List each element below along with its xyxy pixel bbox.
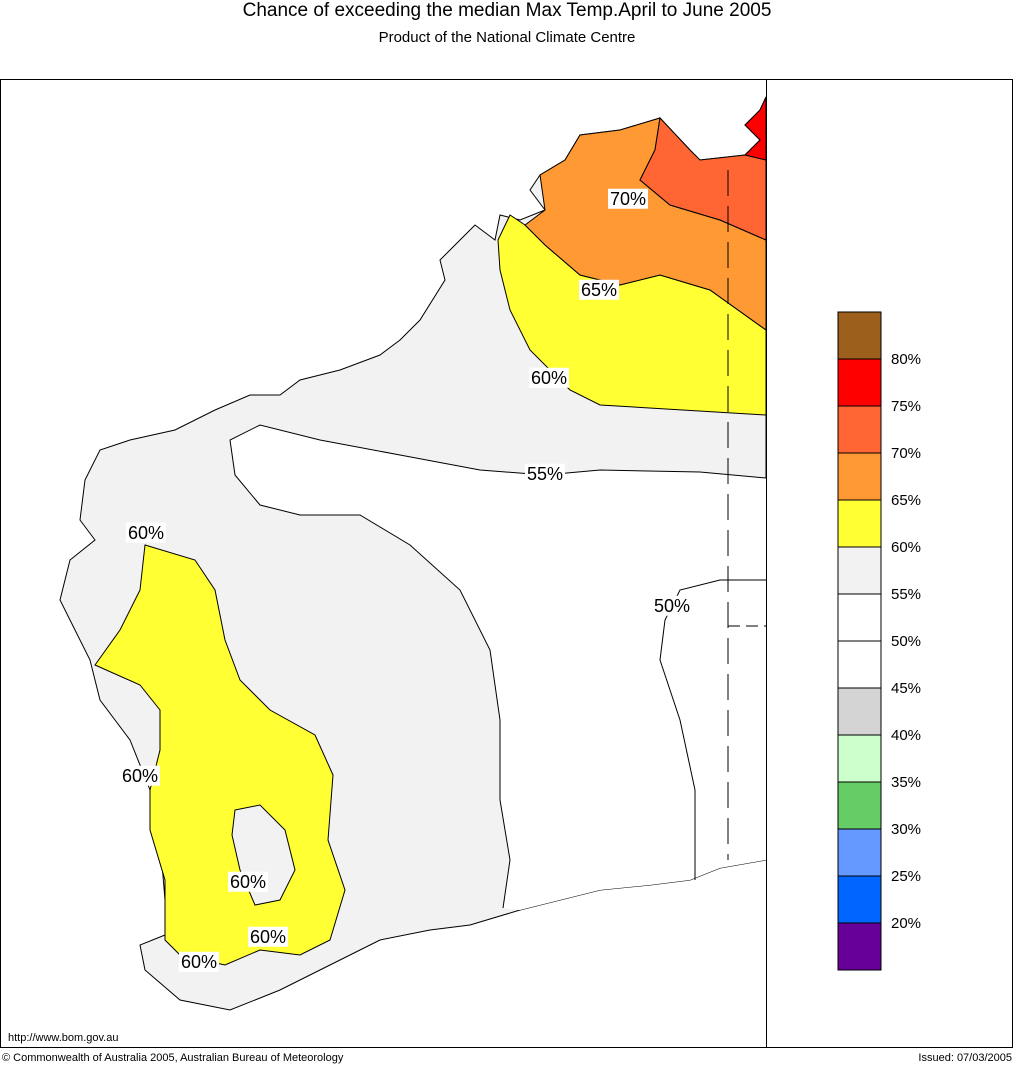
contour-label: 60%	[128, 523, 164, 543]
legend-swatch	[837, 781, 882, 830]
legend-swatch	[837, 734, 882, 783]
region-70-75	[639, 116, 767, 241]
contour-label: 60%	[250, 927, 286, 947]
legend-label: 35%	[891, 774, 921, 791]
legend-label: 50%	[891, 633, 921, 650]
legend-label: 70%	[891, 445, 921, 462]
contour-label-bg	[125, 522, 167, 543]
legend-swatch	[837, 922, 882, 971]
frame	[0, 79, 1013, 1048]
contour-label: 50%	[654, 596, 690, 616]
legend-label: 60%	[891, 539, 921, 556]
region-60-65-southwest	[94, 544, 346, 966]
contour-label: 60%	[230, 872, 266, 892]
legend-swatch	[837, 546, 882, 595]
contour-label: 55%	[527, 464, 563, 484]
contour-label-bg	[578, 279, 620, 300]
contour-label: 60%	[181, 952, 217, 972]
contour-label-bg	[247, 926, 289, 947]
contour-label: 65%	[581, 280, 617, 300]
contour-labels: 70% 65% 60% 55% 50% 60% 60% 60% 60% 60%	[119, 188, 693, 972]
legend-swatch	[837, 405, 882, 454]
contour-label: 60%	[531, 368, 567, 388]
contour-label-bg	[178, 951, 220, 972]
contour-50	[659, 579, 766, 880]
legend-swatch	[837, 875, 882, 924]
issued: Issued: 07/03/2005	[918, 1052, 1012, 1064]
legend-swatch	[837, 452, 882, 501]
legend-label: 65%	[891, 492, 921, 509]
legend-label: 30%	[891, 821, 921, 838]
legend-label: 55%	[891, 586, 921, 603]
legend-label: 40%	[891, 727, 921, 744]
region-50-55	[230, 425, 766, 910]
legend-label: 75%	[891, 398, 921, 415]
legend-swatch	[837, 828, 882, 877]
contour-label-bg	[607, 188, 649, 209]
contour-label-bg	[227, 871, 269, 892]
url: http://www.bom.gov.au	[8, 1032, 118, 1044]
legend-swatch	[837, 687, 882, 736]
legend-label: 80%	[891, 351, 921, 368]
legend-label: 20%	[891, 915, 921, 932]
legend-swatch	[837, 593, 882, 642]
legend-label: 25%	[891, 868, 921, 885]
contour-label-bg	[524, 463, 566, 484]
contour-label-bg	[119, 765, 161, 786]
map-area	[59, 96, 767, 1011]
contour-label: 60%	[122, 766, 158, 786]
region-75-80	[744, 96, 767, 161]
legend-label: 45%	[891, 680, 921, 697]
legend: 80% 75% 70% 65% 60% 55% 50% 45% 40% 35% 30% 25% 20%	[837, 311, 921, 971]
subtitle: Product of the National Climate Centre	[379, 29, 636, 46]
contour-label: 70%	[610, 189, 646, 209]
contour-label-bg	[528, 367, 570, 388]
legend-swatch	[837, 640, 882, 689]
title: Chance of exceeding the median Max Temp.…	[243, 0, 772, 21]
legend-swatch	[837, 499, 882, 548]
contour-label-bg	[651, 595, 693, 616]
legend-swatch	[837, 311, 882, 360]
copyright: © Commonwealth of Australia 2005, Austra…	[2, 1052, 344, 1064]
legend-swatch	[837, 358, 882, 407]
